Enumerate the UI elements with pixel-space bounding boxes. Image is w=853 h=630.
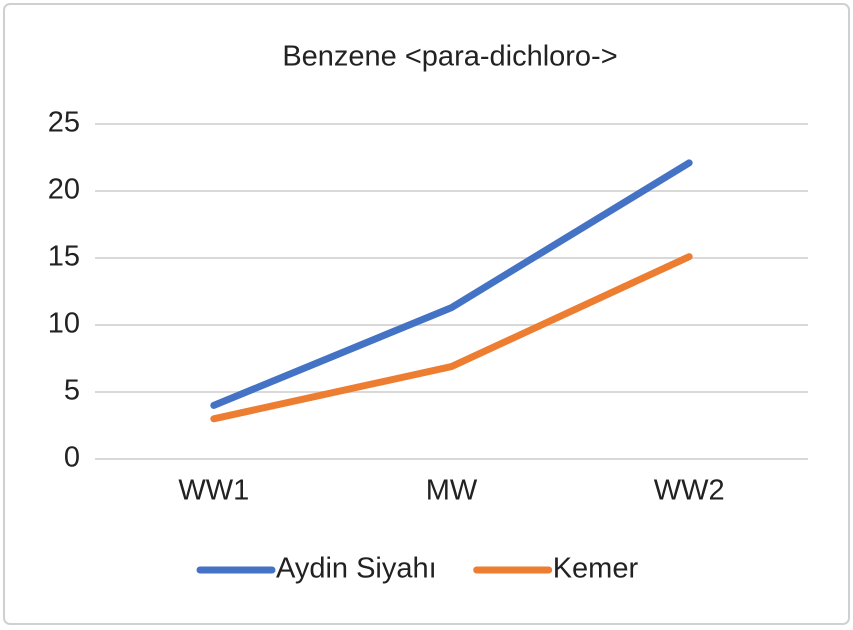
y-tick-label: 0 (64, 442, 80, 474)
x-tick-label: WW2 (654, 475, 725, 507)
legend-label: Aydin Siyahı (276, 553, 437, 585)
data-line (210, 159, 693, 409)
y-tick-label: 10 (48, 308, 80, 340)
y-tick-label: 20 (48, 174, 80, 206)
chart-title: Benzene <para-dichloro-> (282, 41, 617, 73)
y-tick-label: 25 (48, 107, 80, 139)
x-tick-label: MW (426, 475, 478, 507)
y-tick-label: 5 (64, 375, 80, 407)
x-tick-label: WW1 (178, 475, 249, 507)
y-tick-label: 15 (48, 241, 80, 273)
chart-frame (3, 3, 850, 625)
legend-label: Kemer (553, 553, 639, 585)
data-line (210, 253, 693, 423)
